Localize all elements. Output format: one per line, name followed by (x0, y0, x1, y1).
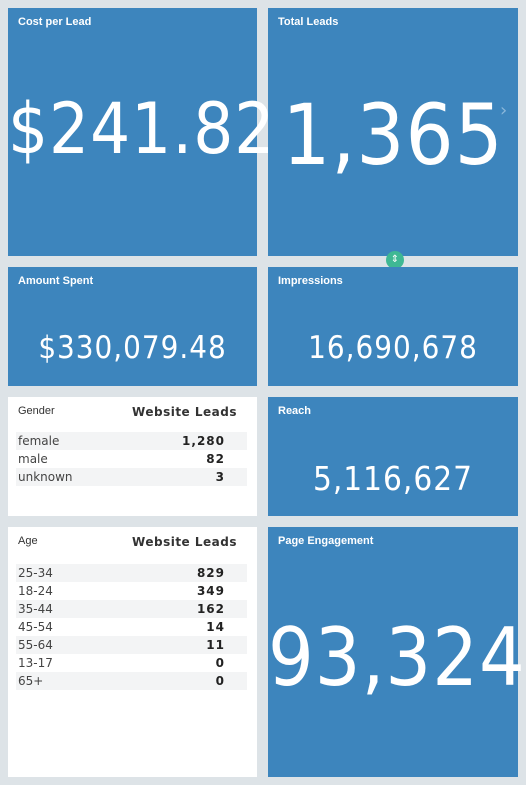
reach-tile[interactable]: Reach 5,116,627 (268, 397, 518, 516)
website-leads-column-header: Website Leads (132, 405, 237, 419)
page-engagement-value: 93,324 (268, 611, 526, 704)
page-engagement-title: Page Engagement (278, 535, 374, 547)
row-label: female (18, 434, 60, 448)
chevron-up-down-icon[interactable]: ⇕ (386, 251, 404, 269)
row-label: 25-34 (18, 566, 53, 580)
table-row: male 82 (16, 450, 247, 468)
gender-table-header: Gender Website Leads (18, 405, 237, 419)
row-label: 18-24 (18, 584, 53, 598)
row-value: 0 (215, 656, 225, 670)
reach-title: Reach (278, 405, 312, 417)
cost-per-lead-title: Cost per Lead (18, 16, 92, 28)
table-row: 25-34 829 (16, 564, 247, 582)
row-value: 162 (196, 602, 225, 616)
age-column-header: Age (18, 535, 38, 547)
chevron-right-icon[interactable]: › (500, 100, 508, 121)
row-label: male (18, 452, 48, 466)
row-label: unknown (18, 470, 73, 484)
row-label: 35-44 (18, 602, 53, 616)
table-row: 18-24 349 (16, 582, 247, 600)
gender-column-header: Gender (18, 405, 55, 417)
impressions-value: 16,690,678 (308, 330, 478, 366)
age-table-tile[interactable]: Age Website Leads 25-34 829 18-24 349 35… (8, 527, 257, 777)
table-row: 55-64 11 (16, 636, 247, 654)
row-value: 349 (196, 584, 225, 598)
gender-rows: female 1,280 male 82 unknown 3 (16, 432, 247, 486)
row-value: 0 (215, 674, 225, 688)
amount-spent-title: Amount Spent (18, 275, 94, 287)
row-value: 3 (215, 470, 225, 484)
total-leads-value: 1,365 (282, 86, 504, 184)
row-value: 14 (206, 620, 225, 634)
total-leads-title: Total Leads (278, 16, 339, 28)
row-label: 13-17 (18, 656, 53, 670)
impressions-tile[interactable]: Impressions 16,690,678 (268, 267, 518, 386)
row-label: 65+ (18, 674, 44, 688)
cost-per-lead-tile[interactable]: Cost per Lead $241.82 (8, 8, 276, 256)
website-leads-column-header: Website Leads (132, 535, 237, 549)
age-table-header: Age Website Leads (18, 535, 237, 549)
table-row: female 1,280 (16, 432, 247, 450)
reach-value: 5,116,627 (312, 459, 474, 498)
age-rows: 25-34 829 18-24 349 35-44 162 45-54 14 5… (16, 564, 247, 690)
gender-table-tile[interactable]: Gender Website Leads female 1,280 male 8… (8, 397, 257, 516)
table-row: 13-17 0 (16, 654, 247, 672)
impressions-title: Impressions (278, 275, 343, 287)
page-engagement-tile[interactable]: Page Engagement 93,324 (268, 527, 526, 777)
row-label: 45-54 (18, 620, 53, 634)
total-leads-tile[interactable]: Total Leads 1,365 (268, 8, 518, 256)
row-value: 829 (196, 566, 225, 580)
row-label: 55-64 (18, 638, 53, 652)
row-value: 82 (206, 452, 225, 466)
amount-spent-value: $330,079.48 (38, 330, 227, 366)
amount-spent-tile[interactable]: Amount Spent $330,079.48 (8, 267, 257, 386)
cost-per-lead-value: $241.82 (8, 88, 276, 170)
table-row: 35-44 162 (16, 600, 247, 618)
row-value: 1,280 (182, 434, 225, 448)
row-value: 11 (206, 638, 225, 652)
table-row: unknown 3 (16, 468, 247, 486)
table-row: 65+ 0 (16, 672, 247, 690)
table-row: 45-54 14 (16, 618, 247, 636)
